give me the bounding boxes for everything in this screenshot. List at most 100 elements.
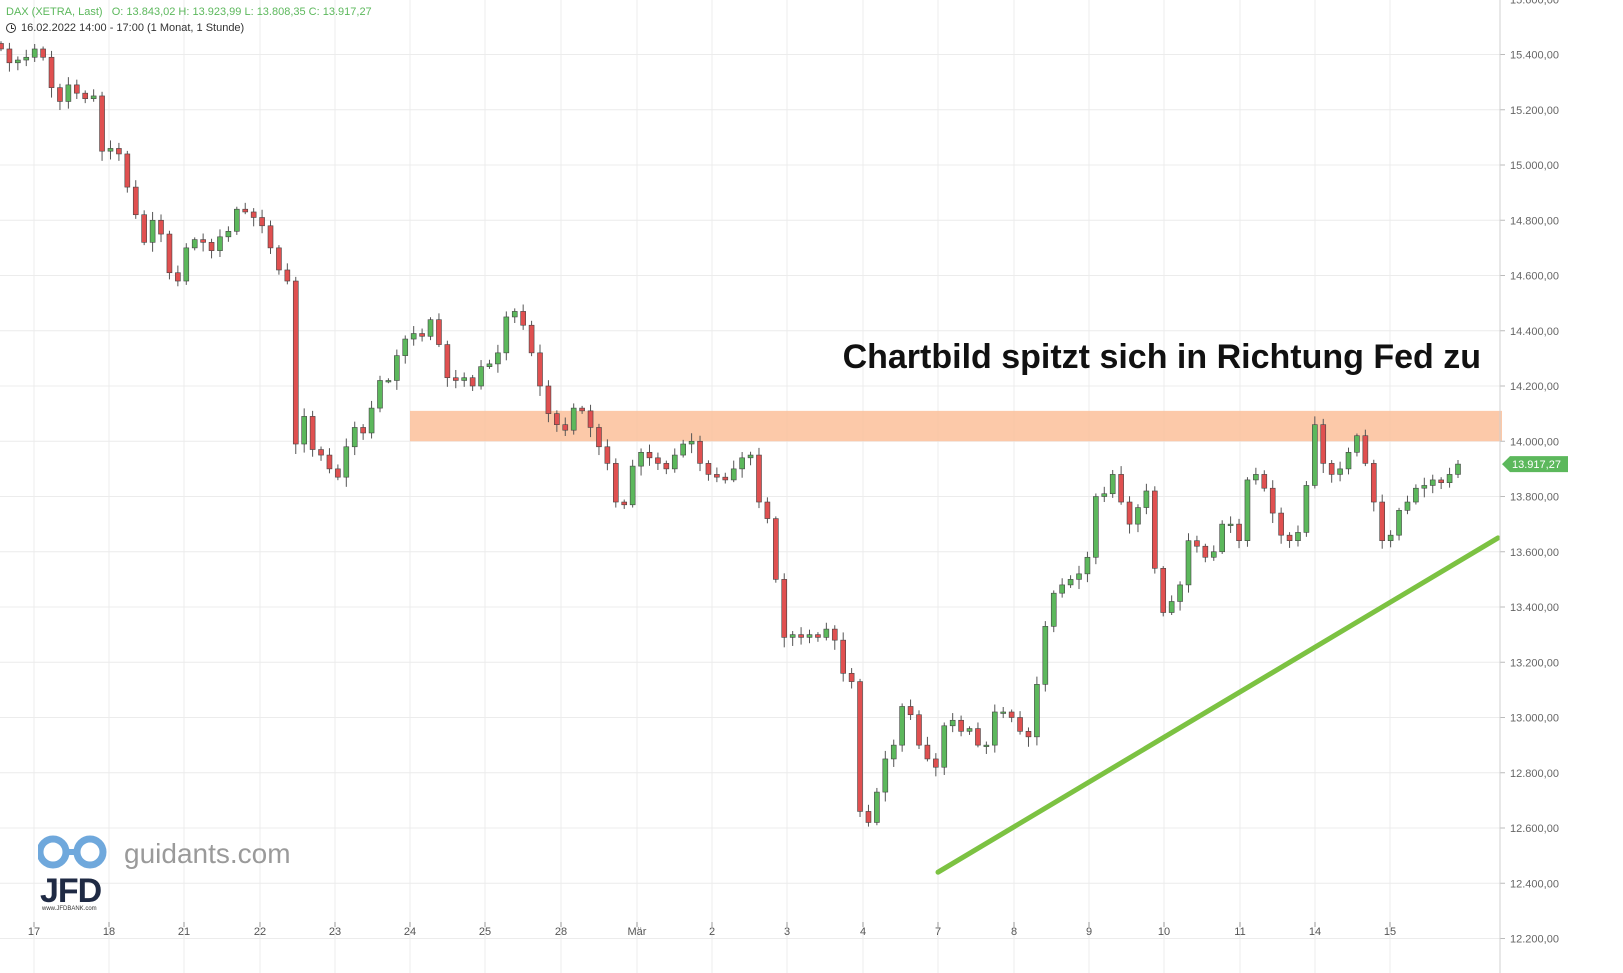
candle [596, 423, 602, 456]
ohlc-values: O: 13.843,02 H: 13.923,99 L: 13.808,35 C… [111, 6, 372, 18]
candle [191, 237, 198, 251]
candle [1278, 507, 1284, 544]
candle [1455, 459, 1461, 478]
candle [739, 452, 745, 478]
candle [1050, 590, 1057, 633]
candle [1067, 575, 1074, 588]
candle [208, 238, 215, 259]
candle [621, 499, 628, 509]
candle [1160, 566, 1167, 617]
y-tick-label: 12.200,00 [1510, 934, 1559, 946]
candle [1354, 433, 1360, 457]
candle [1185, 533, 1192, 593]
candle [722, 472, 729, 484]
x-tick-label: 3 [784, 926, 790, 938]
candle [1387, 530, 1394, 548]
candle [1008, 709, 1015, 723]
candle [158, 214, 164, 243]
candle [444, 340, 451, 387]
last-price-tag-bg [1502, 456, 1568, 473]
candle [1000, 707, 1007, 719]
candle [671, 448, 678, 473]
candle [562, 417, 569, 437]
y-tick-label: 13.400,00 [1510, 602, 1559, 614]
candle [1312, 416, 1318, 489]
candle [1379, 494, 1386, 549]
candle [958, 715, 964, 737]
candle [949, 713, 956, 733]
candle [1303, 481, 1310, 537]
candle [1118, 466, 1124, 505]
candle [1109, 469, 1116, 498]
candle [1261, 470, 1268, 492]
candle [882, 750, 889, 802]
candle [537, 344, 543, 396]
y-tick-label: 14.800,00 [1510, 215, 1559, 227]
candle [124, 150, 131, 193]
candle [1446, 467, 1453, 488]
y-tick-label: 12.600,00 [1510, 823, 1559, 835]
candle [773, 516, 779, 583]
candle [1168, 595, 1175, 616]
candle [798, 627, 804, 645]
candle [1269, 480, 1276, 524]
jfd-logo [38, 835, 107, 869]
candle [680, 439, 686, 458]
chart-headline: Chartbild spitzt sich in Richtung Fed zu [842, 338, 1481, 376]
y-tick-label: 15.400,00 [1510, 50, 1559, 62]
candle [73, 79, 80, 99]
x-tick-label: 17 [28, 926, 40, 938]
candle [1210, 545, 1217, 561]
candle [1194, 535, 1200, 553]
y-tick-label: 14.600,00 [1510, 271, 1559, 283]
x-tick-label: 15 [1384, 926, 1396, 938]
x-tick-label: 28 [555, 926, 567, 938]
candle [587, 404, 594, 438]
candle [789, 631, 796, 646]
x-tick-label: 24 [404, 926, 416, 938]
candle [234, 206, 240, 235]
x-tick-label: 4 [860, 926, 866, 938]
y-tick-label: 13.600,00 [1510, 547, 1559, 559]
y-tick-label: 12.800,00 [1510, 768, 1559, 780]
candle [1295, 525, 1301, 547]
candle [326, 448, 333, 474]
candle [419, 328, 425, 342]
candle [890, 739, 897, 767]
price-axis: 15.600,00 15.400,00 15.200,00 15.000,00 14.8… [1499, 0, 1559, 973]
candle [646, 444, 653, 466]
candle [1059, 578, 1065, 598]
candle [1143, 483, 1150, 515]
candle [1345, 447, 1352, 475]
candle [1042, 621, 1049, 692]
candle [503, 311, 510, 361]
candle [528, 320, 535, 357]
candle [823, 622, 830, 641]
candle [183, 243, 190, 285]
candle [309, 410, 316, 457]
candle [1337, 461, 1343, 482]
candle [31, 44, 38, 62]
candle [377, 375, 383, 413]
candle [107, 140, 114, 160]
last-price-tag: 13.917,27 [1502, 456, 1568, 473]
x-tick-label: Mär [628, 926, 647, 938]
candle [747, 451, 754, 466]
candle [941, 722, 948, 775]
y-tick-label: 14.400,00 [1510, 326, 1559, 338]
candle [638, 448, 644, 476]
candle [250, 208, 257, 227]
candle [705, 460, 712, 481]
candle [1236, 518, 1242, 549]
clock-icon [6, 23, 16, 33]
candle [368, 400, 375, 439]
candle [1034, 676, 1040, 746]
candle [410, 326, 417, 346]
candle [1084, 551, 1091, 583]
candle [975, 722, 981, 748]
candle [267, 220, 274, 254]
x-tick-label: 10 [1158, 926, 1170, 938]
x-tick-label: 22 [254, 926, 266, 938]
candle [613, 458, 619, 508]
y-tick-label: 14.000,00 [1510, 436, 1559, 448]
